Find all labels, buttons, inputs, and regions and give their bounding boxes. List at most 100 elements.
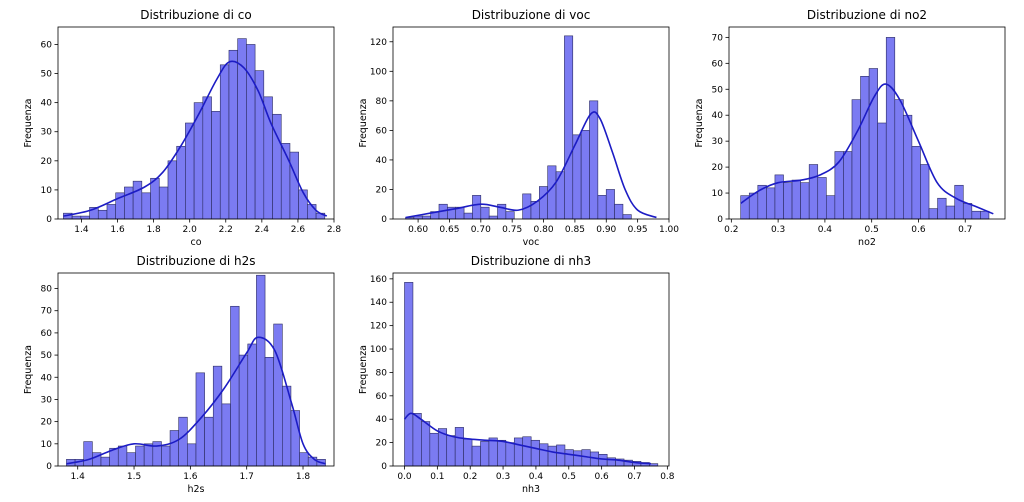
- chart-3-y-tick-label: 40: [712, 111, 724, 121]
- chart-1-y-tick-label: 20: [41, 157, 53, 167]
- chart-1-bar: [289, 151, 299, 220]
- chart-3-bar: [843, 151, 853, 220]
- chart-3-bar: [800, 182, 810, 220]
- chart-5-bar: [556, 444, 566, 467]
- chart-3-bar: [911, 146, 921, 220]
- chart-4-y-tick-label: 40: [41, 373, 53, 383]
- chart-1-bar: [80, 215, 90, 220]
- chart-3-bar: [766, 187, 776, 220]
- chart-3-bar: [903, 114, 913, 220]
- chart-4-y-tick-label: 30: [41, 395, 53, 405]
- chart-5-x-tick-label: 0.0: [397, 472, 412, 482]
- chart-5-title: Distribuzione di nh3: [471, 254, 591, 268]
- chart-5-y-tick-label: 40: [376, 415, 388, 425]
- chart-5-bar: [573, 450, 583, 467]
- chart-2-bar: [505, 211, 515, 220]
- chart-3-x-tick-label: 0.6: [911, 225, 926, 235]
- chart-5-bar: [412, 413, 422, 467]
- chart-2-bar: [597, 195, 607, 220]
- chart-4-kde-line: [66, 336, 326, 465]
- chart-4-x-label: h2s: [187, 484, 204, 495]
- chart-5-x-tick-label: 0.7: [627, 472, 641, 482]
- chart-4: 1.4 1.5 1.6 1.7 1.8 0 10 20 30 40 50 60 70 80 Distribu…: [23, 254, 335, 495]
- chart-3-bar: [877, 122, 887, 220]
- chart-1-bar: [141, 192, 151, 220]
- chart-1-x-tick-label: 1.8: [146, 225, 161, 235]
- chart-4-bar: [273, 323, 283, 467]
- chart-4-bar: [256, 274, 266, 467]
- chart-4-bar: [117, 445, 128, 467]
- chart-4-bar: [161, 445, 171, 467]
- chart-4-y-tick-label: 60: [41, 329, 53, 339]
- chart-4-bar: [100, 456, 110, 467]
- chart-2-bar: [421, 215, 431, 220]
- chart-2-axes-frame: [392, 26, 670, 220]
- chart-3-bar: [791, 179, 801, 220]
- chart-5-x-tick-label: 0.5: [562, 472, 576, 482]
- chart-1-x-tick-label: 1.4: [74, 225, 89, 235]
- chart-3-x-tick-label: 0.4: [818, 225, 833, 235]
- chart-3-x-tick-label: 0.3: [771, 225, 785, 235]
- chart-1-title: Distribuzione di co: [140, 8, 252, 22]
- chart-1-x-label: co: [190, 237, 201, 248]
- chart-1-x-tick-label: 2.6: [291, 225, 306, 235]
- chart-3-bar: [962, 203, 973, 220]
- chart-2-bar: [547, 165, 557, 220]
- chart-1-y-tick-label: 60: [41, 40, 53, 50]
- chart-5-bar: [522, 436, 532, 467]
- chart-1-kde-line: [63, 60, 328, 217]
- chart-2-bar: [539, 186, 548, 220]
- chart-2: 0.60 0.65 0.70 0.75 0.80 0.85 0.90 0.95 1.00 0 20 4…: [358, 8, 679, 248]
- chart-5-bar: [539, 443, 549, 467]
- chart-1-y-tick-label: 10: [41, 186, 53, 196]
- chart-4-bar: [126, 452, 136, 467]
- chart-4-bar: [221, 403, 231, 467]
- chart-5-bar: [505, 442, 515, 467]
- chart-2-bar: [472, 195, 482, 220]
- chart-4-bar: [247, 343, 257, 467]
- chart-4-bar: [238, 354, 249, 467]
- chart-2-bar: [622, 214, 632, 220]
- chart-3-y-tick-label: 0: [717, 215, 723, 225]
- chart-2-x-tick-label: 1.00: [659, 225, 679, 235]
- chart-3-bar: [860, 76, 870, 220]
- chart-1-bar: [158, 186, 169, 220]
- chart-4-y-tick-label: 50: [41, 351, 53, 361]
- chart-5-x-tick-label: 0.1: [430, 472, 444, 482]
- chart-2-x-tick-label: 0.75: [502, 225, 522, 235]
- chart-2-kde-line: [405, 111, 657, 219]
- chart-3-x-tick-label: 0.5: [865, 225, 879, 235]
- chart-5-bar: [454, 427, 464, 467]
- chart-5-y-tick-label: 120: [370, 322, 387, 332]
- chart-4-x-tick-label: 1.4: [71, 472, 86, 482]
- chart-5-axes-frame: [392, 272, 670, 467]
- chart-4-y-tick-label: 20: [41, 418, 53, 428]
- chart-2-bar: [564, 35, 574, 220]
- chart-1-x-tick-label: 1.6: [110, 225, 125, 235]
- chart-3-bar: [825, 195, 836, 220]
- chart-4-title: Distribuzione di h2s: [136, 254, 255, 268]
- chart-3-title: Distribuzione di no2: [807, 8, 927, 22]
- chart-3-bar: [740, 195, 750, 220]
- chart-2-title: Distribuzione di voc: [472, 8, 591, 22]
- chart-5-x-label: nh3: [522, 484, 540, 495]
- chart-1-y-tick-label: 0: [46, 215, 52, 225]
- chart-5-bar: [471, 445, 481, 467]
- chart-2-x-tick-label: 0.90: [596, 225, 616, 235]
- chart-4-bar: [187, 443, 197, 467]
- chart-5-bar: [421, 421, 431, 467]
- chart-2-y-tick-label: 0: [381, 215, 387, 225]
- chart-3-kde-line: [740, 83, 994, 215]
- chart-5-bar: [463, 438, 473, 467]
- chart-2-bar: [488, 215, 498, 220]
- chart-4-bar: [264, 356, 274, 467]
- chart-4-bar: [83, 441, 93, 467]
- chart-3-bar: [817, 177, 827, 220]
- chart-1-x-tick-label: 2.2: [219, 225, 233, 235]
- chart-2-y-tick-label: 80: [376, 97, 388, 107]
- chart-1-x-tick-label: 2.0: [183, 225, 198, 235]
- chart-5-bar: [513, 437, 524, 467]
- chart-5-x-tick-label: 0.6: [594, 472, 609, 482]
- chart-5-y-tick-label: 160: [370, 275, 387, 285]
